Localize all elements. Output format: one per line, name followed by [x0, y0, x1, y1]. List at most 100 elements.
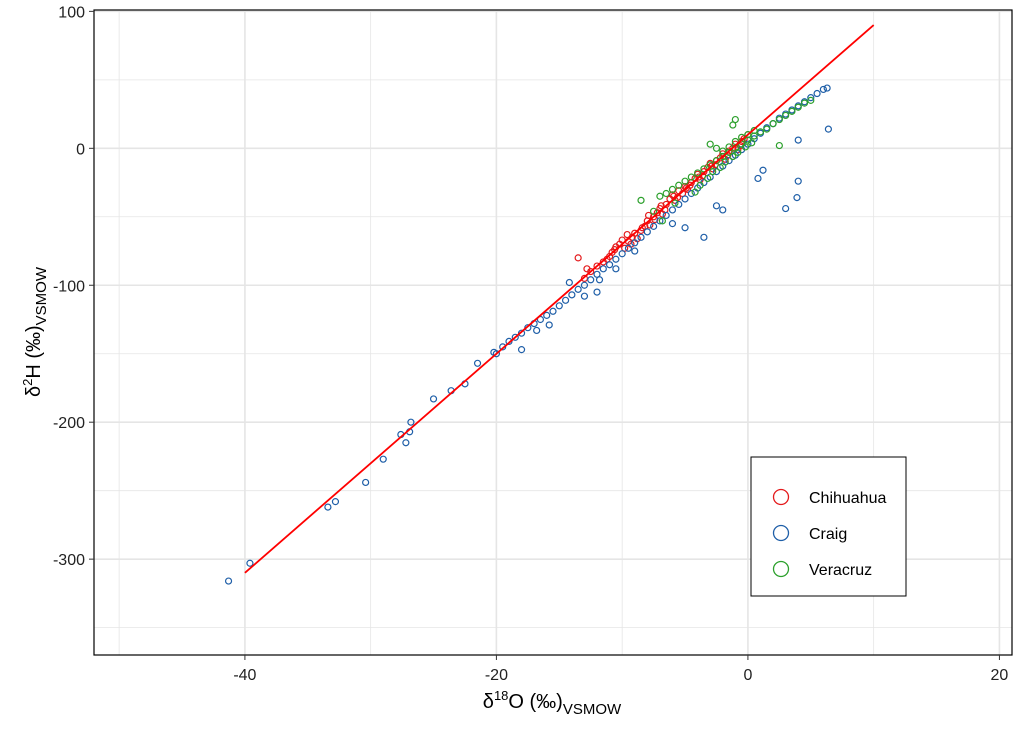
data-point [580, 281, 589, 289]
data-point [782, 111, 790, 120]
data-point [823, 84, 831, 92]
data-point [595, 276, 604, 284]
series-craig [224, 84, 833, 585]
x-tick-label: 20 [991, 667, 1009, 684]
data-point [499, 343, 507, 351]
data-point [712, 157, 721, 165]
data-point [224, 577, 233, 585]
data-point [324, 503, 332, 511]
data-point [712, 202, 721, 210]
x-axis-title-main: O (‰) [508, 691, 562, 713]
data-point [650, 222, 658, 230]
data-point [379, 455, 387, 463]
data-point [658, 217, 667, 225]
data-point [612, 265, 620, 273]
data-point [675, 200, 683, 209]
data-point [712, 144, 721, 152]
data-point [656, 192, 664, 200]
data-point [769, 120, 777, 128]
data-point [668, 185, 677, 193]
series-veracruz [637, 96, 815, 225]
data-point [800, 99, 809, 107]
data-point [429, 395, 438, 403]
data-point [568, 291, 576, 299]
data-point [618, 250, 626, 258]
data-point [794, 103, 802, 111]
data-point [819, 85, 827, 94]
data-point [719, 147, 727, 155]
y-axis-title-sub: VSMOW [33, 266, 50, 325]
y-axis-title: δ2H (‰)VSMOW [20, 266, 50, 397]
data-point [631, 247, 639, 255]
legend-label: Chihuahua [809, 490, 887, 507]
data-point [505, 337, 513, 346]
data-point [716, 163, 724, 172]
data-point [794, 136, 802, 144]
y-axis-title-main: H (‰) [23, 325, 45, 378]
data-point [807, 94, 815, 102]
data-point [675, 181, 683, 189]
data-point [549, 307, 557, 315]
data-point [605, 261, 614, 269]
data-point [695, 173, 703, 181]
data-point [524, 324, 532, 332]
data-point [543, 311, 551, 319]
data-point [721, 158, 729, 166]
data-point [574, 254, 582, 262]
plot-frame [93, 9, 1013, 656]
data-point [704, 174, 712, 183]
y-axis-title-sup: 2 [20, 379, 35, 386]
data-point [687, 189, 695, 198]
x-axis-title-sub: VSMOW [563, 701, 622, 718]
data-points [224, 84, 833, 585]
data-point [643, 228, 651, 236]
data-point [574, 285, 582, 293]
data-point [748, 139, 756, 147]
data-point [668, 206, 677, 214]
data-point [587, 276, 595, 284]
data-point [555, 302, 563, 310]
y-tick-label: 100 [58, 4, 85, 21]
data-point [612, 255, 620, 263]
data-point [583, 265, 591, 273]
data-point [793, 194, 801, 202]
data-point [650, 207, 658, 215]
y-axis-title-base: δ [23, 386, 45, 397]
data-point [646, 221, 654, 229]
data-point [807, 96, 815, 104]
x-axis-title-base: δ [483, 691, 494, 713]
data-point [788, 107, 796, 115]
data-point [662, 189, 670, 198]
data-point [681, 195, 689, 203]
data-point [691, 188, 699, 196]
data-point [681, 177, 689, 185]
data-point [611, 246, 619, 254]
data-point [473, 359, 482, 367]
y-tick-label: 0 [76, 141, 85, 158]
x-tick-label: 0 [743, 667, 752, 684]
legend: Chihuahua Craig Veracruz [750, 456, 907, 597]
y-tick-label: -300 [53, 552, 85, 569]
legend-marker [772, 560, 790, 578]
data-point [599, 265, 607, 273]
data-point [763, 125, 771, 133]
data-point [657, 202, 665, 210]
x-tick-label: -20 [485, 667, 508, 684]
data-point [782, 204, 790, 213]
data-point [561, 296, 570, 304]
data-point [668, 220, 677, 228]
data-point [813, 89, 821, 98]
data-point [517, 346, 526, 354]
data-point [681, 224, 689, 232]
data-point [656, 217, 664, 225]
data-point [662, 211, 670, 220]
legend-label: Craig [809, 526, 847, 543]
regression-line [244, 24, 875, 574]
data-point [729, 152, 737, 161]
y-tick-label: -200 [53, 415, 85, 432]
data-point [624, 244, 633, 252]
data-point [631, 239, 639, 247]
data-point [533, 326, 541, 335]
legend-marker [772, 488, 790, 506]
data-point [331, 498, 340, 506]
